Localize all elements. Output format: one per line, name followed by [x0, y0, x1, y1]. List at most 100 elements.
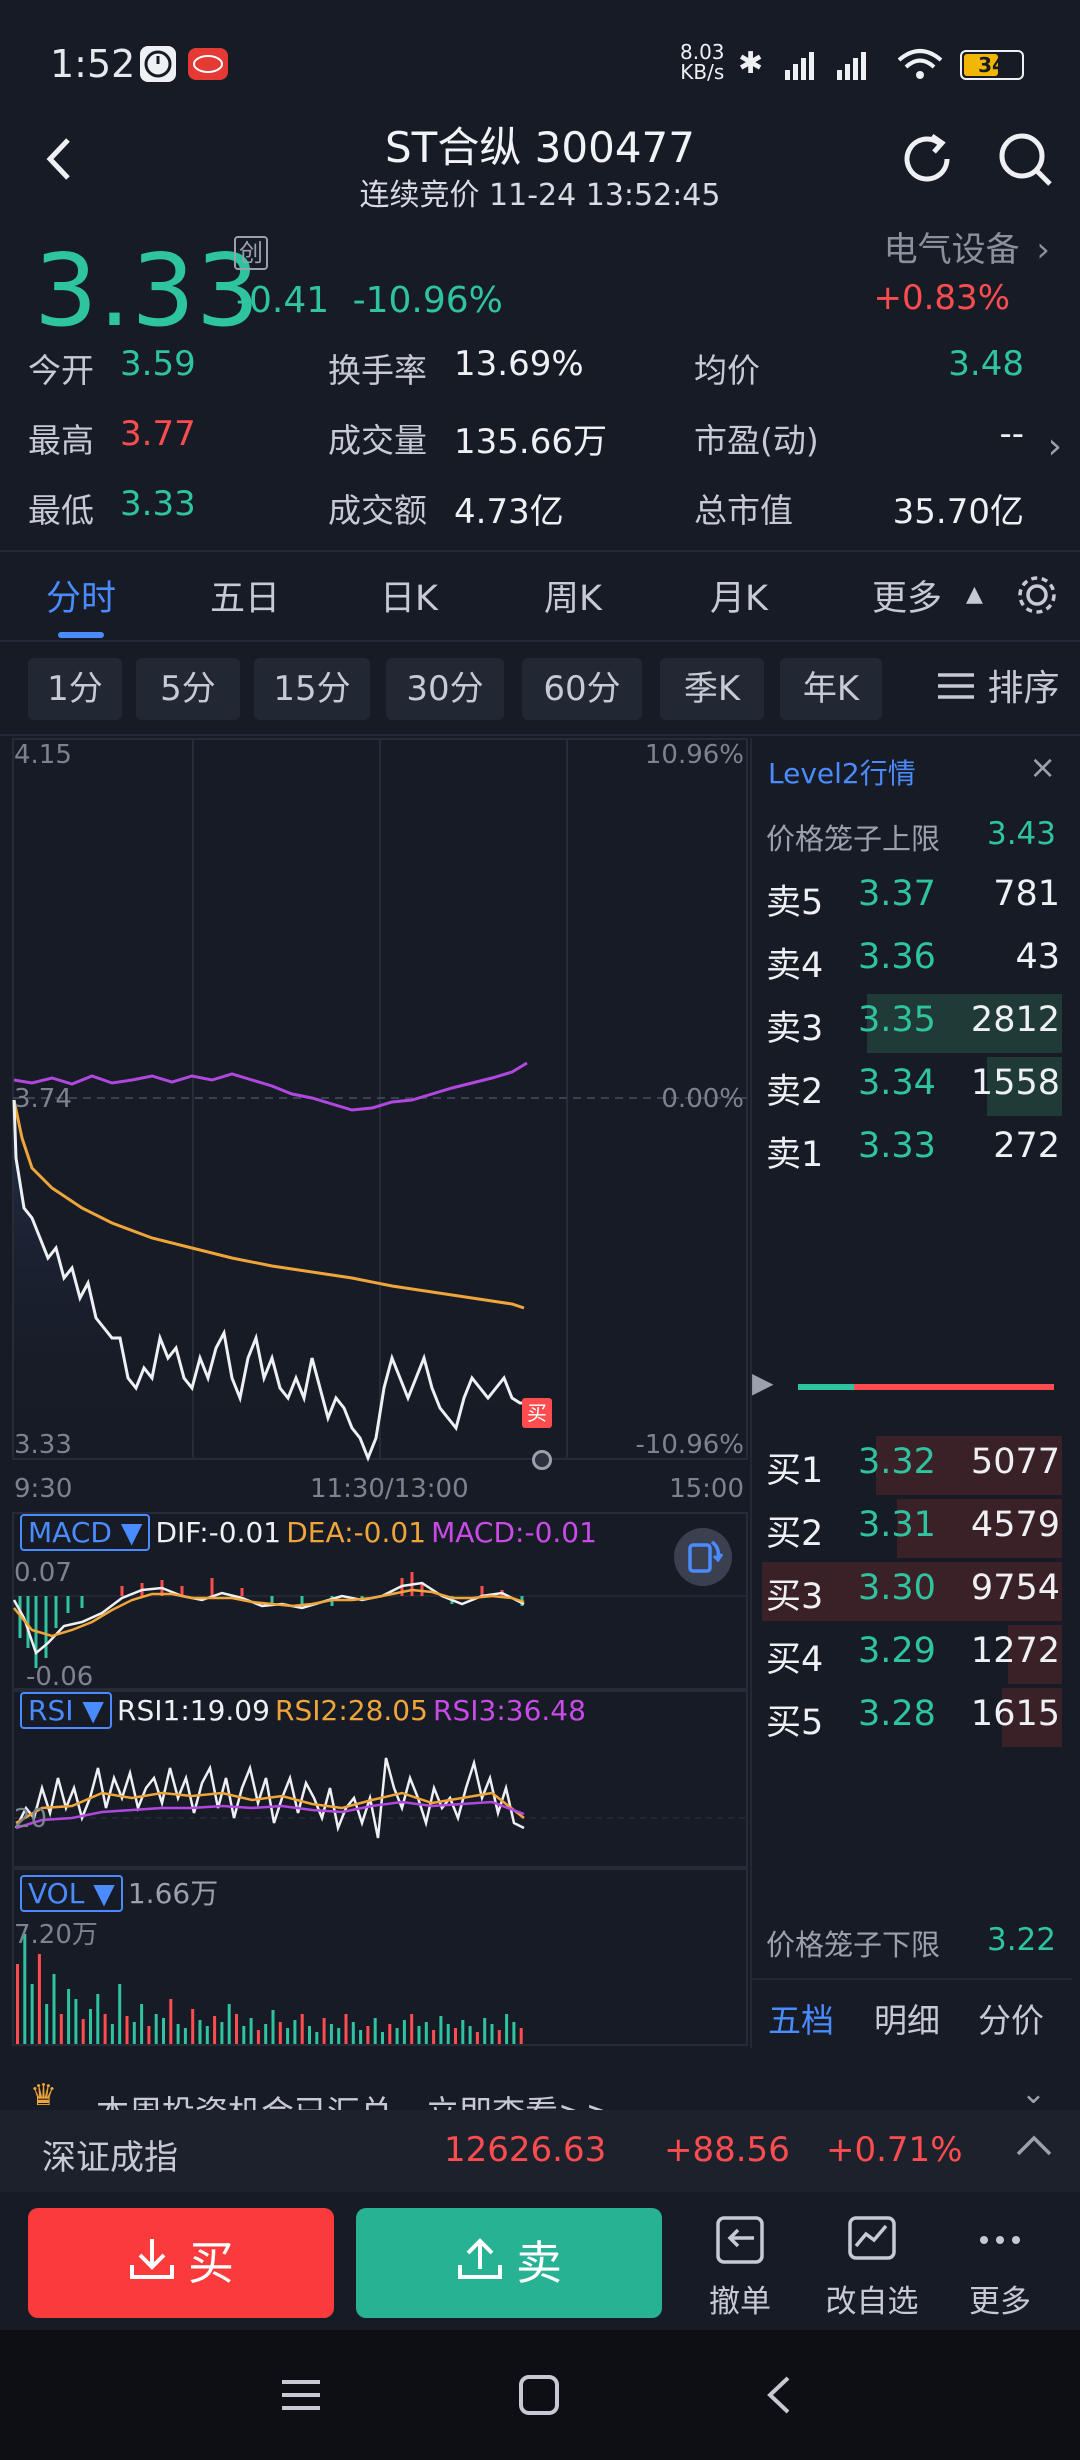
period-30min[interactable]: 30分 — [386, 658, 504, 720]
ask-label: 卖4 — [766, 946, 824, 986]
ask-volume-bar — [867, 994, 1062, 1053]
tab-more[interactable]: 更多 — [872, 579, 943, 619]
upper-limit-label: 价格笼子上限 — [766, 822, 941, 856]
chevron-up-icon[interactable] — [1012, 2124, 1056, 2172]
rsi-selector[interactable]: RSI ▼ — [20, 1692, 112, 1729]
sort-button[interactable]: 排序 — [936, 658, 1059, 721]
macd-dea: DEA:-0.01 — [286, 1516, 427, 1549]
chevron-right-icon[interactable]: › — [1047, 426, 1062, 467]
volume-bar — [278, 2022, 282, 2044]
news-ticker[interactable]: ♛ 本周投资机会已汇总，立即查看>> ⌄ — [0, 2060, 1080, 2110]
recents-icon[interactable] — [278, 2372, 324, 2422]
stock-header: ST合纵 300477 连续竞价 11-24 13:52:45 — [0, 100, 1080, 220]
tab-details[interactable]: 明细 — [874, 2001, 940, 2040]
stat-label: 最低 — [28, 491, 94, 530]
ask-volume: 43 — [1015, 937, 1060, 977]
bid-volume: 4579 — [970, 1505, 1060, 1545]
ask-row[interactable]: 卖3 3.35 2812 — [762, 994, 1062, 1053]
ask-row[interactable]: 卖1 3.33 272 — [762, 1120, 1062, 1179]
sell-button[interactable]: 卖 — [356, 2208, 662, 2318]
volume-bar — [89, 2009, 92, 2044]
bid-volume: 1615 — [970, 1694, 1060, 1734]
price-change: -0.41 -10.96% — [236, 280, 503, 321]
tab-intraday[interactable]: 分时 — [46, 579, 117, 619]
volume-bar — [45, 2004, 49, 2044]
volume-bar — [147, 2026, 151, 2044]
buy-button[interactable]: 买 — [28, 2208, 334, 2318]
volume-bar — [264, 2024, 268, 2044]
volume-bar — [373, 2018, 377, 2044]
stat-label: 换手率 — [328, 351, 427, 390]
level2-title[interactable]: Level2行情 — [768, 757, 916, 790]
tab-five-day[interactable]: 五日 — [210, 579, 281, 619]
volume-bar — [81, 2019, 85, 2044]
bid-row[interactable]: 买4 3.29 1272 — [762, 1625, 1062, 1684]
home-icon[interactable] — [516, 2372, 562, 2422]
ask-row[interactable]: 卖2 3.34 1558 — [762, 1057, 1062, 1116]
bid-row[interactable]: 买3 3.30 9754 — [762, 1562, 1062, 1621]
volume-bar — [103, 2014, 107, 2044]
close-icon[interactable]: × — [1029, 748, 1056, 786]
edit-watchlist-button[interactable]: 改自选 — [812, 2212, 932, 2321]
vol-selector[interactable]: VOL ▼ — [20, 1875, 123, 1912]
sector-percent: +0.83% — [873, 278, 1011, 318]
crown-icon: ♛ — [30, 2078, 57, 2110]
battery-level: 34 — [978, 53, 1006, 77]
tab-five-levels[interactable]: 五档 — [768, 2001, 834, 2040]
ask-label: 卖1 — [766, 1135, 824, 1175]
ask-row[interactable]: 卖4 3.36 43 — [762, 931, 1062, 990]
rsi-axis-low: 20 — [14, 1804, 48, 1834]
volume-bar — [432, 2030, 436, 2044]
bid-row[interactable]: 买2 3.31 4579 — [762, 1499, 1062, 1558]
ask-volume: 2812 — [970, 1000, 1060, 1040]
sector-name: 电气设备 — [883, 230, 1020, 270]
volume-bar — [512, 2022, 516, 2044]
net-speed-value: 8.03 — [680, 40, 725, 64]
intraday-chart[interactable]: 4.15 3.74 3.33 10.96% 0.00% -10.96% 9:30… — [12, 738, 748, 2048]
volume-bar — [483, 2018, 487, 2044]
volume-bar — [205, 2026, 209, 2044]
tab-weekly-k[interactable]: 周K — [544, 579, 602, 619]
volume-bar — [132, 2022, 136, 2044]
time-axis-end: 15:00 — [669, 1474, 744, 1504]
volume-bar — [154, 2014, 158, 2044]
tab-monthly-k[interactable]: 月K — [710, 579, 768, 619]
index-bar[interactable]: 深证成指 12626.63 +88.56 +0.71% — [0, 2110, 1080, 2192]
period-15min[interactable]: 15分 — [254, 658, 370, 720]
tab-underline — [58, 632, 104, 638]
more-button[interactable]: 更多 — [940, 2212, 1060, 2321]
chevron-down-icon[interactable]: ⌄ — [1020, 2076, 1046, 2110]
cancel-order-button[interactable]: 撤单 — [680, 2212, 800, 2321]
bid-row[interactable]: 买5 3.28 1615 — [762, 1688, 1062, 1747]
period-1min[interactable]: 1分 — [28, 658, 122, 720]
volume-bar — [410, 2014, 414, 2044]
back-nav-icon[interactable] — [756, 2372, 802, 2422]
tab-price-dist[interactable]: 分价 — [978, 2001, 1044, 2040]
sector-link[interactable]: 电气设备 › — [884, 222, 1050, 271]
search-button[interactable] — [990, 124, 1060, 194]
period-5min[interactable]: 5分 — [136, 658, 240, 720]
rotate-screen-icon[interactable] — [674, 1528, 732, 1586]
volume-bar — [220, 2022, 224, 2044]
period-year-k[interactable]: 年K — [780, 658, 882, 720]
bid-row[interactable]: 买1 3.32 5077 — [762, 1436, 1062, 1495]
pct-axis-bottom: -10.96% — [635, 1430, 744, 1460]
period-60min[interactable]: 60分 — [522, 658, 642, 720]
tab-daily-k[interactable]: 日K — [380, 579, 438, 619]
period-quarter-k[interactable]: 季K — [660, 658, 764, 720]
pct-axis-top: 10.96% — [644, 740, 744, 770]
volume-bar — [110, 2024, 114, 2044]
volume-bar — [235, 2014, 238, 2044]
download-icon — [128, 2212, 176, 2322]
stat-label: 成交额 — [328, 491, 427, 530]
cancel-order-label: 撤单 — [709, 2284, 771, 2320]
ask-row[interactable]: 卖5 3.37 781 — [762, 868, 1062, 927]
buy-marker[interactable]: 买 — [522, 1398, 552, 1428]
stat-label: 成交量 — [328, 421, 427, 460]
volume-bar — [417, 2026, 421, 2044]
macd-selector[interactable]: MACD ▼ — [20, 1514, 151, 1551]
back-button[interactable] — [24, 124, 94, 194]
ask-volume-bar — [987, 1057, 1062, 1116]
gear-icon[interactable] — [1012, 570, 1062, 624]
refresh-button[interactable] — [892, 124, 962, 194]
